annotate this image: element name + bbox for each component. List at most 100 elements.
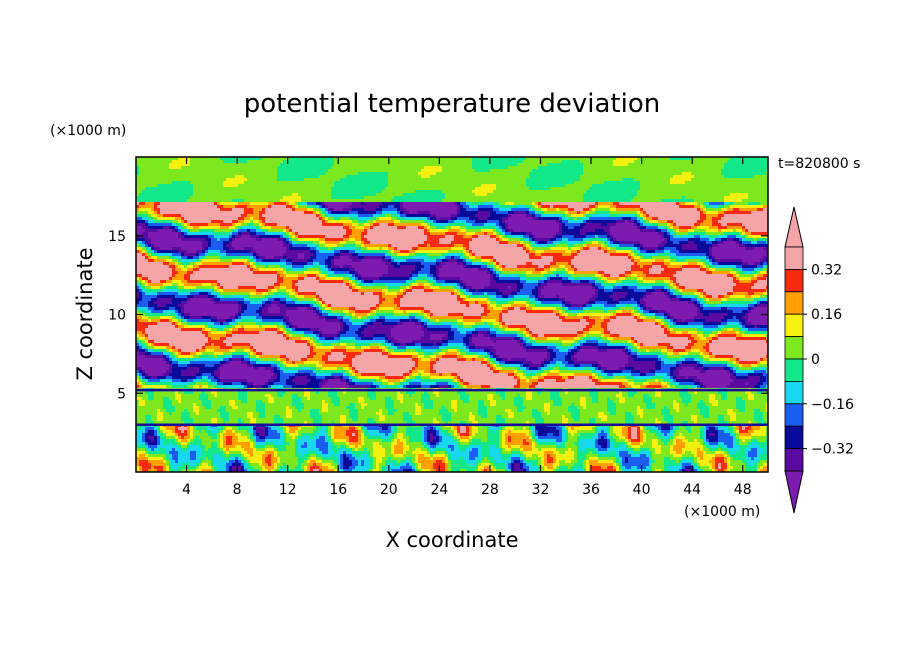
- contour-cell: [673, 205, 677, 209]
- contour-cell: [751, 208, 755, 212]
- contour-cell: [316, 196, 320, 200]
- contour-cell: [484, 226, 488, 230]
- contour-cell: [532, 160, 536, 164]
- contour-cell: [490, 202, 494, 206]
- contour-cell: [409, 163, 413, 167]
- contour-cell: [643, 193, 647, 197]
- contour-cell: [613, 166, 617, 170]
- contour-cell: [577, 187, 581, 191]
- contour-cell: [208, 214, 212, 218]
- contour-cell: [583, 199, 587, 203]
- contour-cell: [583, 166, 587, 170]
- contour-cell: [232, 205, 236, 209]
- contour-cell: [154, 172, 158, 176]
- contour-cell: [703, 199, 707, 203]
- contour-cell: [706, 166, 710, 170]
- contour-cell: [157, 166, 161, 170]
- contour-cell: [724, 193, 728, 197]
- contour-cell: [298, 211, 302, 215]
- contour-cell: [718, 193, 722, 197]
- contour-cell: [253, 193, 257, 197]
- contour-cell: [538, 220, 542, 224]
- contour-cell: [139, 181, 143, 185]
- contour-cell: [352, 172, 356, 176]
- contour-cell: [565, 211, 569, 215]
- contour-cell: [190, 226, 194, 230]
- contour-cell: [589, 223, 593, 227]
- contour-cell: [289, 217, 293, 221]
- contour-cell: [307, 193, 311, 197]
- contour-cell: [274, 157, 278, 161]
- contour-cell: [283, 211, 287, 215]
- contour-cell: [304, 172, 308, 176]
- contour-cell: [601, 217, 605, 221]
- contour-cell: [196, 184, 200, 188]
- contour-cell: [622, 175, 626, 179]
- contour-cell: [349, 223, 353, 227]
- contour-cell: [202, 160, 206, 164]
- contour-cell: [679, 217, 683, 221]
- contour-cell: [358, 193, 362, 197]
- contour-cell: [604, 196, 608, 200]
- contour-cell: [601, 157, 605, 161]
- contour-cell: [205, 220, 209, 224]
- contour-cell: [562, 193, 566, 197]
- contour-cell: [148, 166, 152, 170]
- contour-cell: [142, 181, 146, 185]
- contour-cell: [400, 181, 404, 185]
- contour-cell: [361, 202, 365, 206]
- contour-cell: [340, 163, 344, 167]
- contour-cell: [157, 184, 161, 188]
- contour-cell: [661, 205, 665, 209]
- contour-cell: [760, 184, 764, 188]
- contour-cell: [532, 157, 536, 161]
- contour-cell: [340, 202, 344, 206]
- contour-cell: [247, 220, 251, 224]
- contour-cell: [721, 184, 725, 188]
- contour-cell: [760, 172, 764, 176]
- contour-cell: [415, 163, 419, 167]
- contour-cell: [145, 199, 149, 203]
- contour-cell: [211, 211, 215, 215]
- contour-cell: [502, 172, 506, 176]
- contour-cell: [490, 223, 494, 227]
- contour-cell: [604, 217, 608, 221]
- contour-cell: [298, 202, 302, 206]
- contour-cell: [760, 160, 764, 164]
- contour-cell: [622, 199, 626, 203]
- contour-cell: [403, 163, 407, 167]
- contour-cell: [526, 199, 530, 203]
- contour-cell: [739, 211, 743, 215]
- contour-cell: [154, 181, 158, 185]
- contour-cell: [292, 214, 296, 218]
- contour-cell: [385, 196, 389, 200]
- contour-cell: [136, 184, 140, 188]
- contour-cell: [379, 184, 383, 188]
- contour-cell: [523, 223, 527, 227]
- contour-cell: [190, 190, 194, 194]
- contour-cell: [313, 208, 317, 212]
- contour-cell: [763, 211, 767, 215]
- contour-cell: [283, 214, 287, 218]
- contour-cell: [319, 220, 323, 224]
- contour-cell: [355, 175, 359, 179]
- contour-cell: [427, 178, 431, 182]
- contour-cell: [739, 175, 743, 179]
- contour-cell: [367, 181, 371, 185]
- contour-cell: [736, 190, 740, 194]
- contour-cell: [667, 172, 671, 176]
- contour-cell: [766, 172, 768, 176]
- contour-cell: [499, 163, 503, 167]
- contour-cell: [421, 220, 425, 224]
- contour-cell: [412, 160, 416, 164]
- contour-cell: [643, 202, 647, 206]
- contour-cell: [394, 199, 398, 203]
- contour-cell: [601, 172, 605, 176]
- contour-cell: [754, 202, 758, 206]
- contour-cell: [412, 226, 416, 230]
- contour-cell: [454, 175, 458, 179]
- contour-cell: [445, 181, 449, 185]
- contour-cell: [727, 196, 731, 200]
- contour-cell: [379, 217, 383, 221]
- contour-cell: [502, 169, 506, 173]
